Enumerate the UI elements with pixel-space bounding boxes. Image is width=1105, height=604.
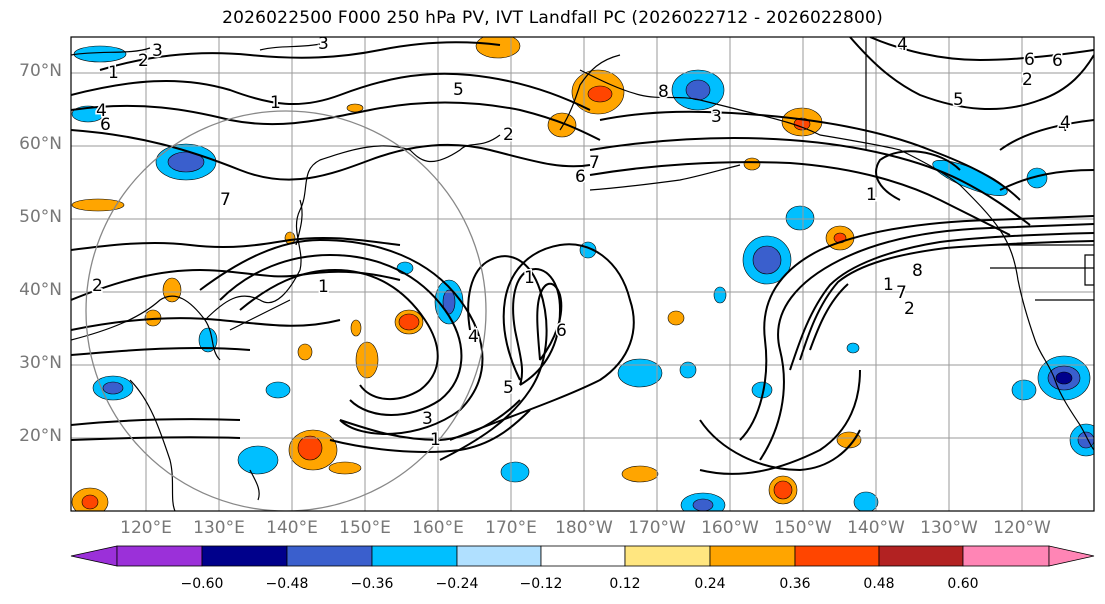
- lon-label: 180°W: [555, 518, 613, 538]
- colorbar-bin: [540, 545, 626, 567]
- map-title: 2026022500 F000 250 hPa PV, IVT Landfall…: [222, 8, 883, 28]
- lon-label: 150°E: [339, 518, 391, 538]
- colorbar-bin: [116, 545, 203, 567]
- contour-label: 1: [108, 63, 119, 83]
- colorbar-bin: [201, 545, 288, 567]
- contour-label: 6: [1052, 51, 1063, 71]
- lat-label: 30°N: [19, 353, 62, 373]
- lon-label: 140°E: [266, 518, 318, 538]
- lon-label: 150°W: [774, 518, 832, 538]
- contour-label: 2: [1022, 70, 1033, 90]
- lon-label: 170°E: [485, 518, 537, 538]
- map-frame: [70, 36, 1095, 512]
- contour-label: 6: [100, 115, 111, 135]
- contour-label: 1: [866, 185, 877, 205]
- lat-label: 20°N: [19, 426, 62, 446]
- lon-label: 130°E: [193, 518, 245, 538]
- contour-label: 7: [589, 153, 600, 173]
- colorbar-bin: [794, 545, 880, 567]
- contour-label: 6: [1024, 50, 1035, 70]
- colorbar-bin: [371, 545, 458, 567]
- contour-label: 3: [711, 107, 722, 127]
- colorbar-tick-label: 0.12: [609, 576, 641, 592]
- contour-label: 1: [270, 93, 281, 113]
- colorbar-tick-label: −0.36: [350, 576, 394, 592]
- contour-label: 5: [953, 90, 964, 110]
- contour-label: 8: [658, 82, 669, 102]
- colorbar-bin: [286, 545, 373, 567]
- contour-label: 5: [453, 80, 464, 100]
- contour-labels: 2 3 3 1 4 6 1 5 7 2 8 3 6 4 5 2 7 6 1 4 …: [91, 34, 1073, 452]
- contour-label: 1: [430, 430, 441, 450]
- colorbar-tick-label: 0.24: [694, 576, 726, 592]
- colorbar-tick-label: 0.36: [779, 576, 811, 592]
- colorbar-tick-label: 0.48: [863, 576, 895, 592]
- contour-label: 2: [138, 51, 149, 71]
- contour-label: 4: [1060, 113, 1071, 133]
- colorbar-tick-label: −0.48: [265, 576, 309, 592]
- lat-label: 40°N: [19, 280, 62, 300]
- colorbar-extend-high: [1048, 545, 1095, 567]
- pv-fill-layer: [71, 37, 1094, 511]
- contour-label: 1: [524, 268, 535, 288]
- colorbar-bin: [624, 545, 711, 567]
- contour-label: 8: [912, 261, 923, 281]
- contour-label: 3: [152, 41, 163, 61]
- ivt-contours: [71, 37, 1094, 475]
- contour-label: 1: [318, 277, 329, 297]
- colorbar-tick-label: −0.24: [435, 576, 479, 592]
- lon-label: 120°W: [993, 518, 1051, 538]
- contour-label: 6: [575, 167, 586, 187]
- contour-label: 4: [96, 101, 107, 121]
- lon-label: 170°W: [628, 518, 686, 538]
- contour-label: 4: [1058, 116, 1069, 136]
- contour-label: 4: [897, 35, 908, 55]
- colorbar-bin: [709, 545, 796, 567]
- graticule: [71, 37, 1094, 511]
- colorbar-tick-label: −0.60: [180, 576, 224, 592]
- contour-label: 1: [883, 275, 894, 295]
- lon-label: 120°E: [120, 518, 172, 538]
- contour-label: 4: [468, 327, 479, 347]
- lon-label: 160°W: [701, 518, 759, 538]
- contour-label: 5: [503, 378, 514, 398]
- lon-label: 160°E: [412, 518, 464, 538]
- colorbar-tick-label: 0.60: [947, 576, 979, 592]
- contour-label: 7: [896, 283, 907, 303]
- colorbar-bin: [878, 545, 964, 567]
- lat-label: 70°N: [19, 61, 62, 81]
- colorbar-bin: [962, 545, 1050, 567]
- contour-label: 2: [503, 125, 514, 145]
- contour-label: 7: [220, 190, 231, 210]
- colorbar: [70, 545, 1095, 567]
- landfall-radius-circle: [85, 110, 487, 511]
- colorbar-extend-low: [70, 545, 118, 567]
- colorbar-tick-label: −0.12: [519, 576, 563, 592]
- contour-label: 3: [422, 409, 433, 429]
- coastlines: [71, 37, 1094, 511]
- lon-label: 130°W: [920, 518, 978, 538]
- lat-label: 60°N: [19, 134, 62, 154]
- contour-label: 2: [904, 299, 915, 319]
- contour-label: 6: [556, 321, 567, 341]
- colorbar-bin: [456, 545, 542, 567]
- lat-label: 50°N: [19, 207, 62, 227]
- lon-label: 140°W: [847, 518, 905, 538]
- contour-label: 3: [318, 34, 329, 54]
- contour-label: 2: [92, 276, 103, 296]
